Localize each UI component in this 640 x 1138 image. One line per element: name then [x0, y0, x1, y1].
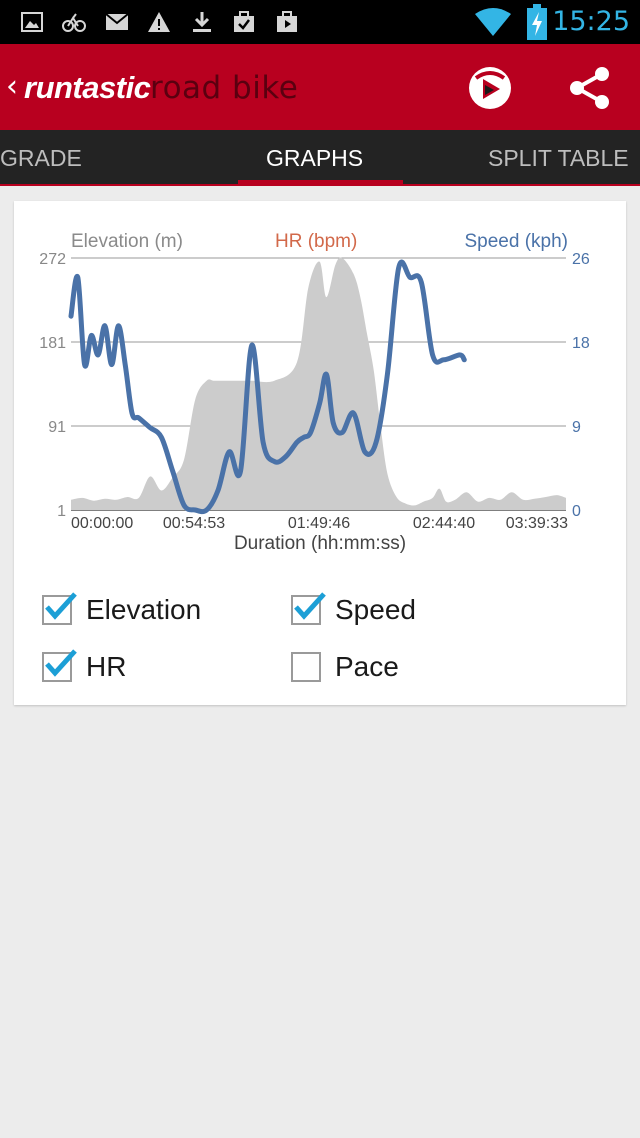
bike-icon — [62, 13, 86, 32]
legend-hr: HR (bpm) — [275, 231, 357, 252]
back-chevron-icon[interactable]: ‹ — [6, 69, 18, 104]
right-axis-ticks: 26 18 9 0 — [572, 251, 590, 520]
x-tick-label: 03:39:33 — [506, 515, 568, 532]
x-tick-label: 01:49:46 — [288, 515, 350, 532]
right-tick-label: 0 — [572, 503, 581, 520]
checkbox-label: Pace — [335, 651, 399, 682]
download-icon — [193, 12, 211, 32]
tab-graphs[interactable]: GRAPHS — [266, 145, 364, 171]
checkbox-label: Elevation — [86, 594, 202, 625]
legend-elevation: Elevation (m) — [71, 231, 183, 252]
unchecked-box-icon[interactable] — [291, 652, 321, 682]
legend-speed: Speed (kph) — [464, 231, 568, 252]
right-tick-label: 9 — [572, 419, 581, 436]
check-icon[interactable] — [42, 649, 77, 682]
left-tick-label: 91 — [48, 419, 66, 436]
x-axis-ticks: 00:00:00 00:54:53 01:49:46 02:44:40 03:39:33 — [71, 515, 568, 532]
checkbox-pace[interactable]: Pace — [291, 647, 399, 687]
speed-line — [68, 259, 467, 515]
status-bar: 15:25 — [0, 0, 640, 44]
graph-card: Elevation (m) HR (bpm) Speed (kph) 272 18… — [14, 201, 626, 705]
left-tick-label: 272 — [39, 251, 66, 268]
checkbox-label: HR — [86, 651, 127, 682]
checkbox-hr[interactable]: HR — [42, 647, 126, 687]
tab-bar: GRADE GRAPHS SPLIT TABLE — [0, 130, 640, 186]
x-tick-label: 00:00:00 — [71, 515, 133, 532]
x-tick-label: 02:44:40 — [413, 515, 475, 532]
clock: 15:25 — [552, 6, 630, 37]
right-tick-label: 26 — [572, 251, 590, 268]
checkbox-label: Speed — [335, 594, 416, 625]
brand-logo[interactable]: runtastic — [24, 70, 151, 105]
wifi-icon — [475, 8, 511, 36]
left-tick-label: 181 — [39, 335, 66, 352]
tab-indicator — [238, 180, 403, 186]
left-tick-label: 1 — [57, 503, 66, 520]
tab-split-table[interactable]: SPLIT TABLE — [488, 145, 629, 171]
brand-subtitle: road bike — [150, 70, 299, 106]
check-icon[interactable] — [42, 592, 77, 625]
checkbox-speed[interactable]: Speed — [291, 590, 416, 630]
elevation-area — [71, 257, 566, 510]
action-bar: ‹ runtastic road bike — [0, 44, 640, 130]
warning-icon — [148, 12, 170, 32]
left-axis-ticks: 272 181 91 1 — [39, 251, 66, 520]
right-tick-label: 18 — [572, 335, 590, 352]
x-tick-label: 00:54:53 — [163, 515, 225, 532]
media-play-icon[interactable] — [466, 64, 514, 112]
x-axis-label: Duration (hh:mm:ss) — [234, 533, 406, 554]
share-icon[interactable] — [566, 64, 614, 112]
battery-charging-icon — [527, 4, 547, 40]
briefcase-check-icon — [234, 11, 254, 32]
check-icon[interactable] — [291, 592, 326, 625]
elevation-speed-chart: Elevation (m) HR (bpm) Speed (kph) 272 18… — [39, 231, 590, 554]
mail-icon — [105, 13, 129, 30]
tab-grade[interactable]: GRADE — [0, 145, 82, 171]
play-bag-icon — [277, 11, 297, 32]
checkbox-elevation[interactable]: Elevation — [42, 590, 201, 630]
image-icon — [21, 12, 43, 32]
